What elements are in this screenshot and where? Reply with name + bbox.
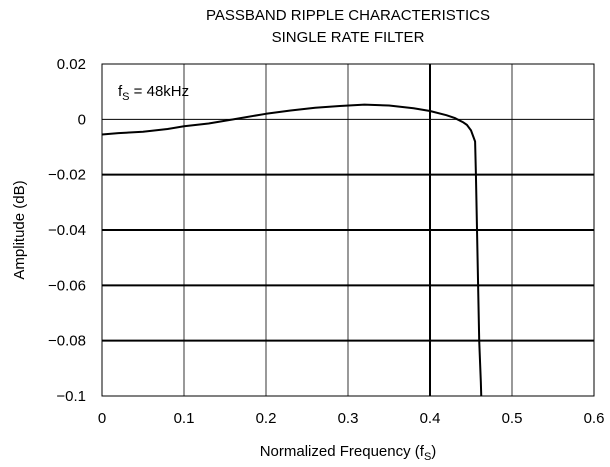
y-tick-label: −0.02 bbox=[48, 167, 86, 184]
y-tick-label: 0 bbox=[78, 111, 86, 128]
grid bbox=[102, 64, 594, 396]
x-tick-label: 0.6 bbox=[584, 410, 605, 427]
x-tick-label: 0.3 bbox=[338, 410, 359, 427]
annotation-text: = 48kHz bbox=[130, 83, 190, 100]
x-axis-label: Normalized Frequency (fS) bbox=[260, 443, 437, 463]
series-layer bbox=[101, 103, 483, 397]
x-tick-label: 0.4 bbox=[420, 410, 441, 427]
chart-title-line-1: PASSBAND RIPPLE CHARACTERISTICS bbox=[206, 7, 490, 24]
chart-title-line-2: SINGLE RATE FILTER bbox=[272, 29, 425, 46]
plot-frame bbox=[101, 63, 595, 397]
x-axis-label-suffix: ) bbox=[431, 443, 436, 460]
x-tick-labels: 0 0.1 0.2 0.3 0.4 0.5 0.6 bbox=[98, 410, 605, 427]
sample-rate-annotation: fS = 48kHz bbox=[118, 83, 189, 103]
annotation-prefix: f bbox=[118, 83, 123, 100]
ripple-curve bbox=[101, 103, 483, 397]
y-tick-label: −0.06 bbox=[48, 277, 86, 294]
x-tick-label: 0.1 bbox=[174, 410, 195, 427]
x-axis-label-text: Normalized Frequency (f bbox=[260, 443, 425, 460]
y-tick-label: −0.1 bbox=[56, 388, 86, 405]
y-tick-label: −0.08 bbox=[48, 333, 86, 350]
x-tick-label: 0 bbox=[98, 410, 106, 427]
y-tick-labels: 0.02 0 −0.02 −0.04 −0.06 −0.08 −0.1 bbox=[48, 56, 86, 405]
x-tick-label: 0.2 bbox=[256, 410, 277, 427]
x-tick-label: 0.5 bbox=[502, 410, 523, 427]
annotation-sub: S bbox=[122, 91, 129, 103]
x-axis-label-sub: S bbox=[424, 451, 431, 463]
y-axis-label: Amplitude (dB) bbox=[11, 180, 28, 279]
y-tick-label: 0.02 bbox=[57, 56, 86, 73]
y-tick-label: −0.04 bbox=[48, 222, 86, 239]
